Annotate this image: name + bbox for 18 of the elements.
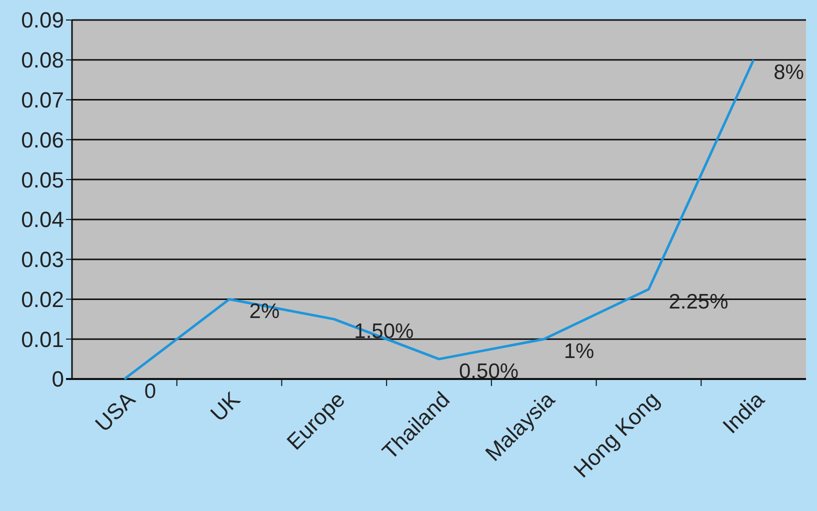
x-tick-label: USA: [90, 386, 140, 437]
y-tick-label: 0.07: [21, 87, 64, 112]
data-label: 8%: [774, 60, 804, 84]
y-tick-label: 0.02: [21, 286, 64, 312]
data-label: 0: [144, 380, 156, 403]
data-label: 2%: [249, 300, 280, 324]
y-tick-label: 0.09: [21, 8, 64, 33]
y-tick-label: 0.04: [21, 207, 64, 232]
y-tick-label: 0: [52, 366, 64, 392]
y-tick-label: 0.01: [21, 326, 64, 352]
y-tick-label: 0.03: [21, 247, 64, 272]
y-tick-label: 0.08: [21, 48, 64, 73]
y-tick-label: 0.06: [21, 127, 64, 152]
line-series: [123, 58, 755, 380]
data-label: 1%: [564, 340, 594, 364]
x-tick-label: UK: [206, 386, 246, 426]
y-tick-label: 0.05: [21, 167, 64, 192]
data-label: 0.50%: [459, 360, 519, 384]
